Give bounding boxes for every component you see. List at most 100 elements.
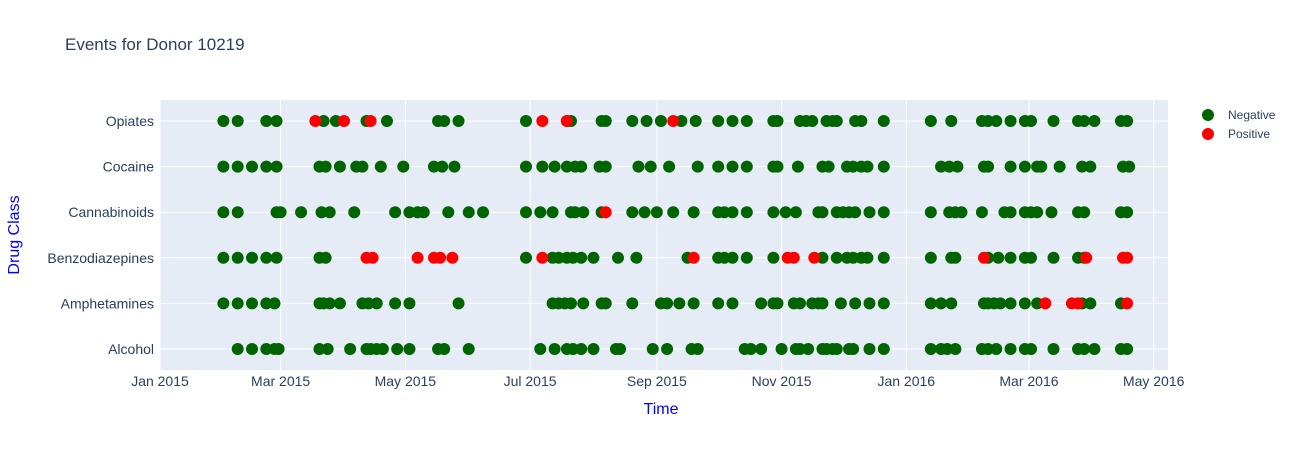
legend-marker	[1202, 128, 1214, 140]
positive-point	[977, 251, 990, 264]
negative-point	[1031, 206, 1044, 219]
y-tick-label: Cannabinoids	[68, 204, 154, 220]
positive-point	[536, 251, 549, 264]
negative-point	[877, 343, 890, 355]
negative-point	[834, 297, 847, 310]
negative-point	[519, 206, 532, 219]
negative-point	[793, 297, 806, 310]
y-tick-label: Benzodiazepines	[47, 250, 154, 266]
legend-label: Negative	[1228, 108, 1276, 122]
negative-point	[855, 115, 868, 127]
negative-point	[877, 160, 890, 173]
negative-point	[712, 115, 725, 127]
negative-point	[1018, 297, 1031, 310]
x-tick-label: Jan 2016	[877, 373, 935, 389]
negative-point	[1084, 297, 1097, 310]
negative-point	[217, 251, 230, 264]
negative-point	[744, 343, 757, 355]
positive-point	[1039, 297, 1052, 310]
negative-point	[740, 160, 753, 173]
negative-point	[546, 206, 559, 219]
negative-point	[436, 160, 449, 173]
negative-point	[1004, 206, 1017, 219]
legend-item-negative[interactable]: Negative	[1202, 108, 1276, 122]
negative-point	[689, 115, 702, 127]
negative-point	[534, 206, 547, 219]
positive-point	[1080, 251, 1093, 264]
negative-point	[830, 115, 843, 127]
negative-point	[231, 115, 244, 127]
negative-point	[982, 160, 995, 173]
x-tick-label: Mar 2016	[999, 373, 1058, 389]
negative-point	[802, 343, 815, 355]
negative-point	[246, 251, 259, 264]
negative-point	[268, 297, 281, 310]
negative-point	[975, 206, 988, 219]
negative-point	[654, 115, 667, 127]
positive-point	[364, 115, 377, 127]
negative-point	[861, 160, 874, 173]
negative-point	[231, 206, 244, 219]
negative-point	[1088, 115, 1101, 127]
negative-point	[771, 297, 784, 310]
positive-point	[536, 115, 549, 127]
negative-point	[945, 115, 958, 127]
negative-point	[726, 160, 739, 173]
negative-point	[575, 160, 588, 173]
negative-point	[614, 343, 627, 355]
negative-point	[1018, 160, 1031, 173]
negative-point	[323, 206, 336, 219]
negative-point	[849, 206, 862, 219]
negative-point	[1025, 251, 1038, 264]
negative-point	[767, 206, 780, 219]
negative-point	[830, 251, 843, 264]
negative-point	[1121, 343, 1134, 355]
negative-point	[272, 343, 285, 355]
negative-point	[949, 343, 962, 355]
negative-point	[270, 251, 283, 264]
negative-point	[667, 206, 680, 219]
negative-point	[644, 160, 657, 173]
negative-point	[822, 160, 835, 173]
negative-point	[389, 297, 402, 310]
y-tick-label: Opiates	[106, 113, 154, 129]
negative-point	[687, 297, 700, 310]
negative-point	[877, 206, 890, 219]
negative-point	[519, 160, 532, 173]
negative-point	[452, 115, 465, 127]
negative-point	[374, 160, 387, 173]
negative-point	[673, 297, 686, 310]
negative-point	[740, 115, 753, 127]
positive-point	[366, 251, 379, 264]
positive-point	[560, 115, 573, 127]
negative-point	[477, 206, 490, 219]
legend[interactable]: Negative Positive	[1202, 108, 1276, 141]
x-axis-ticks: Jan 2015 Mar 2015 May 2015 Jul 2015 Sep 2015…	[131, 373, 1184, 389]
legend-label: Positive	[1228, 127, 1270, 141]
negative-point	[1047, 251, 1060, 264]
negative-point	[863, 297, 876, 310]
negative-point	[295, 206, 308, 219]
legend-item-positive[interactable]: Positive	[1202, 127, 1270, 141]
negative-point	[949, 251, 962, 264]
negative-point	[1025, 115, 1038, 127]
negative-point	[1053, 160, 1066, 173]
negative-point	[994, 297, 1007, 310]
data-points	[217, 115, 1136, 355]
negative-point	[587, 251, 600, 264]
negative-point	[650, 206, 663, 219]
negative-point	[816, 297, 829, 310]
negative-point	[1121, 206, 1134, 219]
negative-point	[712, 297, 725, 310]
negative-point	[260, 115, 273, 127]
negative-point	[863, 206, 876, 219]
negative-point	[438, 343, 451, 355]
negative-point	[935, 297, 948, 310]
negative-point	[217, 206, 230, 219]
x-tick-label: Mar 2015	[251, 373, 310, 389]
positive-point	[434, 251, 447, 264]
negative-point	[1123, 160, 1136, 173]
negative-point	[403, 297, 416, 310]
negative-point	[740, 251, 753, 264]
negative-point	[687, 206, 700, 219]
